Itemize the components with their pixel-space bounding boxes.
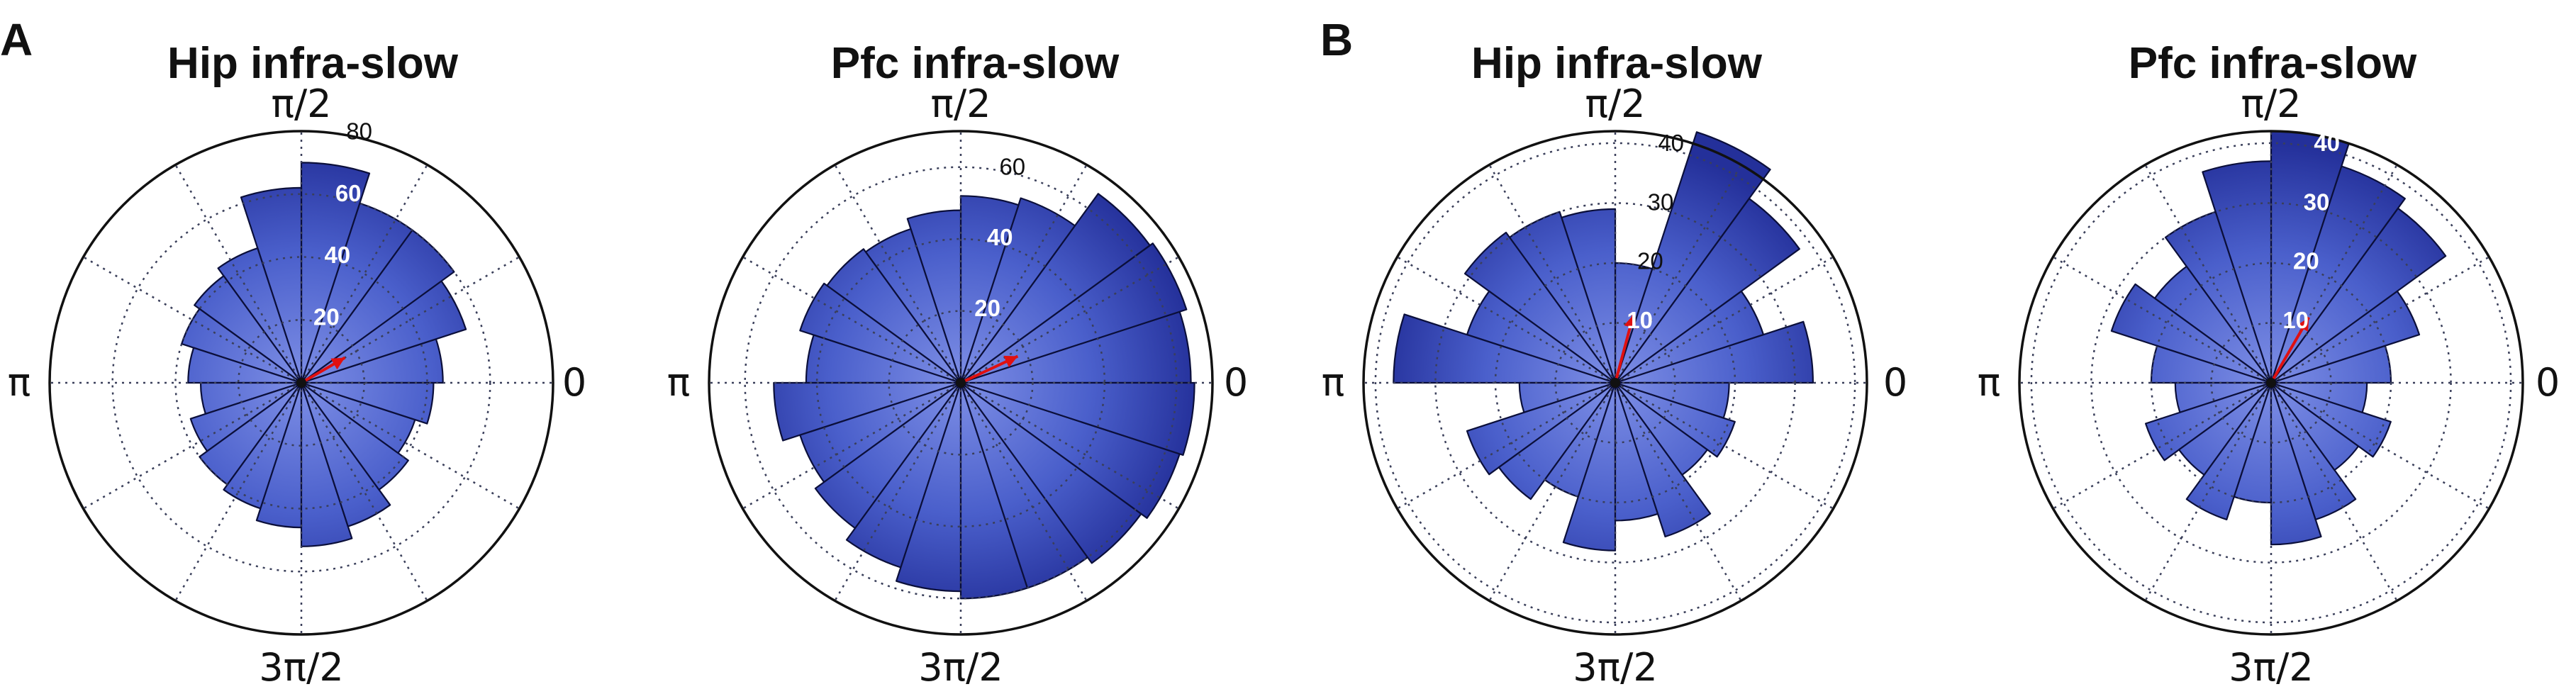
angle-label-bottom: 3π/2	[918, 645, 1003, 690]
mean-vector-head	[330, 357, 345, 370]
ring-label: 20	[1637, 248, 1663, 274]
angle-label-left: π	[667, 360, 691, 405]
angle-label-bottom: 3π/2	[259, 645, 343, 690]
rose-chart-pfc-b: Pfc infra-slow 10 20 30 40 π/2 π 0 3π/2	[1978, 39, 2560, 690]
chart-body: 20 40 60 80	[48, 118, 554, 636]
rose-wedge	[2145, 381, 2273, 461]
ring-label: 40	[2314, 130, 2340, 156]
grid-ring	[1494, 262, 1736, 504]
rose-wedge	[1614, 381, 1712, 538]
rose-wedge	[2270, 381, 2368, 413]
origin-dot	[296, 378, 306, 388]
angle-label-right: 0	[2536, 360, 2560, 405]
angle-label-top: π/2	[930, 82, 991, 126]
origin-dot	[956, 378, 966, 388]
rose-wedge	[194, 275, 303, 384]
grid-ring	[174, 256, 428, 510]
polar-outer-circle	[1362, 130, 1868, 636]
mean-vector-head	[2297, 317, 2309, 332]
angle-label-right: 0	[1224, 360, 1248, 405]
chart-title: Pfc infra-slow	[831, 39, 1120, 88]
chart-body: 10 20 30 40	[1362, 130, 1868, 636]
grid-ring	[1554, 322, 1676, 444]
grid-ring	[2030, 142, 2512, 624]
rose-wedge	[1614, 131, 1771, 384]
chart-body: 20 40 60	[708, 130, 1214, 636]
polar-outer-circle	[2018, 130, 2524, 636]
rose-wedge	[1498, 381, 1617, 500]
chart-title: Hip infra-slow	[1471, 39, 1763, 88]
panel-letter-b: B	[1320, 14, 1353, 65]
mean-vector-head	[1624, 315, 1637, 329]
grid-ring	[237, 318, 366, 447]
angle-label-bottom: 3π/2	[2229, 645, 2313, 690]
rose-wedge	[217, 247, 303, 384]
grid-ring	[1374, 142, 1856, 624]
ring-label: 10	[1627, 307, 1653, 333]
rose-wedge	[2110, 283, 2273, 384]
ring-label: 60	[335, 180, 362, 206]
ring-label: 20	[313, 304, 340, 330]
origin-dot	[2266, 378, 2276, 388]
chart-title: Pfc infra-slow	[2129, 39, 2417, 88]
rose-wedge	[300, 381, 435, 425]
rose-chart-pfc-a: Pfc infra-slow 20 40 60 π/2 π 0 3π/2	[667, 39, 1248, 690]
rose-wedge	[187, 347, 303, 384]
ring-label: 10	[2282, 307, 2309, 333]
rose-wedge	[959, 197, 1076, 384]
angle-label-top: π/2	[2241, 82, 2301, 126]
ring-label: 20	[974, 295, 1000, 321]
rose-chart-hip-b: Hip infra-slow 10 20 30 40 π/2 π 0 3π/2	[1322, 39, 1907, 690]
angle-label-bottom: 3π/2	[1573, 645, 1657, 690]
angle-label-right: 0	[562, 360, 586, 405]
origin-dot	[1610, 378, 1620, 388]
grid-ring	[1434, 202, 1796, 564]
angle-label-left: π	[1978, 360, 2001, 405]
mean-vector-head	[1003, 355, 1018, 368]
rose-wedge	[1463, 231, 1617, 384]
ring-label: 40	[987, 224, 1013, 250]
grid-ring	[111, 193, 491, 573]
rose-wedge	[2164, 211, 2273, 384]
chart-title: Hip infra-slow	[167, 39, 459, 88]
rose-wedge	[300, 381, 409, 491]
chart-body: 10 20 30 40	[2018, 130, 2524, 636]
grid-ring	[2210, 322, 2332, 444]
angle-label-left: π	[8, 360, 31, 405]
polar-outer-circle	[48, 130, 554, 636]
grid-ring	[744, 166, 1178, 600]
ring-label: 40	[324, 242, 350, 268]
rose-wedge	[799, 282, 962, 384]
rose-wedge	[959, 381, 1195, 456]
rose-wedge	[959, 195, 1020, 384]
rose-wedge	[1614, 381, 1736, 458]
angle-label-top: π/2	[271, 82, 331, 126]
ring-label: 30	[2304, 189, 2330, 215]
grid-ring	[2090, 202, 2452, 564]
rose-chart-hip-a: Hip infra-slow 20 40 60 80 π/2 π 0 3π/2	[8, 39, 586, 690]
angle-label-left: π	[1322, 360, 1345, 405]
ring-label: 80	[346, 118, 372, 144]
ring-label: 40	[1658, 130, 1684, 156]
angle-label-top: π/2	[1585, 82, 1645, 126]
ring-label: 20	[2293, 248, 2319, 274]
panel-letter-a: A	[0, 14, 33, 65]
ring-label: 60	[999, 153, 1025, 179]
angle-label-right: 0	[1883, 360, 1907, 405]
ring-label: 30	[1648, 189, 1674, 215]
rose-wedge	[959, 242, 1188, 384]
rose-wedge	[959, 193, 1151, 384]
rose-wedge	[1562, 381, 1617, 552]
polar-outer-circle	[708, 130, 1214, 636]
rose-wedge	[2270, 381, 2392, 458]
grid-ring	[2150, 262, 2392, 504]
rose-wedge	[1466, 381, 1617, 476]
rose-wedge	[2185, 381, 2273, 520]
